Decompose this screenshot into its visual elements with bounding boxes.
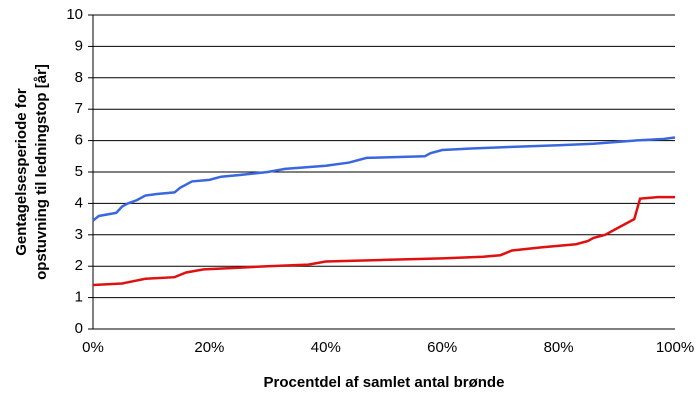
y-tick-label: 8 [75,69,83,86]
x-tick-label: 40% [311,339,341,356]
y-tick-label: 10 [66,6,83,23]
y-axis-title: opstuvning til ledningstop [år] [33,64,50,280]
x-tick-label: 100% [656,339,694,356]
y-tick-label: 4 [75,194,83,211]
x-tick-label: 60% [427,339,457,356]
x-tick-label: 20% [194,339,224,356]
y-tick-label: 1 [75,289,83,306]
data-line [92,195,675,287]
y-tick-label: 0 [75,320,83,337]
y-tick-label: 9 [75,37,83,54]
y-tick-label: 7 [75,100,83,117]
y-tick-label: 5 [75,163,83,180]
data-line [92,136,676,222]
y-tick-label: 6 [75,132,83,149]
y-tick-label: 2 [75,257,83,274]
y-axis-title: Gentagelsesperiode for [13,88,30,256]
y-tick-label: 3 [75,226,83,243]
x-tick-label: 80% [544,339,574,356]
x-axis-title: Procentdel af samlet antal brønde [264,374,505,391]
x-tick-label: 0% [82,339,104,356]
